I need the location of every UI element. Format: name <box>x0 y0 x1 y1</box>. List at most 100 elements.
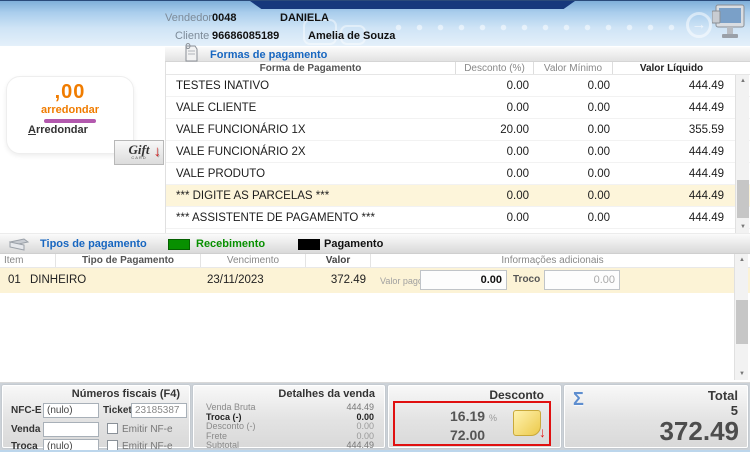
col-tipo-pagamento: Tipo de Pagamento <box>55 254 200 267</box>
col-forma-de-pagamento[interactable]: Forma de Pagamento <box>259 62 362 74</box>
table-row-selected[interactable]: *** DIGITE AS PARCELAS *** 0.00 0.00 444… <box>166 185 750 207</box>
cliente-name: Amelia de Souza <box>308 30 396 42</box>
recebimento-color-swatch <box>168 239 190 250</box>
ticket-input[interactable] <box>131 403 187 418</box>
formas-pagamento-table: Forma de Pagamento Desconto (%) Valor Mí… <box>165 62 750 233</box>
payment-method-discount: 0.00 <box>506 79 529 92</box>
scrollbar[interactable]: ▲ ▼ <box>734 254 748 380</box>
table-row[interactable]: VALE FUNCIONÁRIO 2X 0.00 0.00 444.49 <box>166 141 750 163</box>
forward-arrow-glyph: → <box>691 16 707 33</box>
arredondar-logo-amount: ,00 <box>54 81 86 103</box>
payment-method-min: 0.00 <box>587 101 610 114</box>
desconto-highlight-box: 16.19 % 72.00 ↓ <box>393 401 551 446</box>
venda-label: Venda <box>11 424 41 435</box>
troca-input[interactable] <box>43 439 99 450</box>
arredondar-tagline <box>44 119 96 123</box>
payment-method-discount: 0.00 <box>506 145 529 158</box>
desconto-title: Desconto <box>489 388 544 402</box>
payment-method-discount: 0.00 <box>506 167 529 180</box>
bottom-bar: Números fiscais (F4) NFC-E Ticket Venda … <box>0 383 750 451</box>
payment-type: DINHEIRO <box>30 274 87 286</box>
troco-input[interactable] <box>544 270 620 290</box>
formas-table-header: Forma de Pagamento Desconto (%) Valor Mí… <box>166 62 750 75</box>
payment-method-net: 444.49 <box>688 167 724 180</box>
scroll-thumb[interactable] <box>736 300 748 344</box>
legend-tipos-pagamento[interactable]: Tipos de pagamento <box>40 238 147 250</box>
venda-input[interactable] <box>43 422 99 437</box>
numeros-fiscais-title: Números fiscais (F4) <box>71 388 180 400</box>
nfce-input[interactable] <box>43 403 99 418</box>
payment-method-min: 0.00 <box>587 79 610 92</box>
vendedor-code: 0048 <box>212 12 237 24</box>
table-row[interactable]: *** ASSISTENTE DE PAGAMENTO *** 0.00 0.0… <box>166 207 750 229</box>
forward-arrow-icon[interactable]: → <box>686 12 712 38</box>
cliente-code: 96686085189 <box>212 30 280 42</box>
payment-method-discount: 20.00 <box>500 123 529 136</box>
watermark-square <box>340 25 366 45</box>
payment-row-dinheiro[interactable]: 01 DINHEIRO 23/11/2023 372.49 Valor pago… <box>0 268 750 293</box>
detail-value: 444.49 <box>346 440 374 451</box>
pagamento-color-swatch <box>298 239 320 250</box>
scroll-up-icon[interactable]: ▲ <box>739 257 745 263</box>
gift-card-arrow-icon: ↓ <box>153 143 162 160</box>
col-valor-liquido[interactable]: Valor Líquido <box>612 62 730 74</box>
payment-method-name: VALE FUNCIONÁRIO 1X <box>176 123 306 136</box>
payment-method-net: 444.49 <box>688 79 724 92</box>
payment-method-min: 0.00 <box>587 211 610 224</box>
table-row[interactable]: VALE CLIENTE 0.00 0.00 444.49 <box>166 97 750 119</box>
scrollbar[interactable]: ▲ ▼ <box>735 75 749 233</box>
table-row[interactable]: VALE FUNCIONÁRIO 1X 20.00 0.00 355.59 <box>166 119 750 141</box>
emitir-nfe-label: Emitir NF-e <box>122 424 173 435</box>
ticket-label: Ticket <box>103 405 132 416</box>
legend-pagamento: Pagamento <box>324 238 384 250</box>
gift-card-label: Gift <box>128 142 150 157</box>
legend-bar: Tipos de pagamento Recebimento Pagamento <box>0 233 750 254</box>
detail-label: Venda Bruta <box>206 402 256 412</box>
col-valor-minimo[interactable]: Valor Mínimo <box>533 62 612 74</box>
scroll-thumb[interactable] <box>737 180 749 218</box>
total-panel: Σ Total 5 372.49 <box>564 385 748 448</box>
payment-method-min: 0.00 <box>587 123 610 136</box>
scroll-up-icon[interactable]: ▲ <box>740 78 746 84</box>
gift-card-button[interactable]: Gift CARD ↓ <box>114 140 164 165</box>
vendedor-name: DANIELA <box>280 12 329 24</box>
troco-label: Troco <box>513 274 541 285</box>
payment-amount: 372.49 <box>330 274 366 286</box>
payment-method-net: 355.59 <box>688 123 724 136</box>
detail-row: Subtotal 444.49 <box>206 440 374 451</box>
payments-table-header: Item Tipo de Pagamento Vencimento Valor … <box>0 254 750 268</box>
table-row[interactable]: VALE PRODUTO 0.00 0.00 444.49 <box>166 163 750 185</box>
gift-card-sublabel: CARD <box>131 155 147 160</box>
detail-label: Frete <box>206 430 228 441</box>
payment-method-net: 444.49 <box>688 101 724 114</box>
payment-item-number: 01 <box>8 274 21 286</box>
receipt-icon <box>183 43 199 68</box>
arredondar-button[interactable]: Arredondar <box>28 124 88 136</box>
numeros-fiscais-panel: Números fiscais (F4) NFC-E Ticket Venda … <box>2 385 190 450</box>
watermark-square <box>303 19 337 45</box>
desconto-percent: 16.19 % <box>450 408 497 424</box>
desconto-panel: Desconto 16.19 % 72.00 ↓ <box>388 385 561 448</box>
col-desconto[interactable]: Desconto (%) <box>455 62 533 74</box>
discount-tag-icon[interactable]: ↓ <box>513 410 546 440</box>
valor-pago-input[interactable] <box>420 270 507 290</box>
detail-row: Frete 0.00 <box>206 430 374 442</box>
payment-method-min: 0.00 <box>587 145 610 158</box>
arredondar-card[interactable]: ,00 arredondar <box>6 76 134 154</box>
payment-method-net: 444.49 <box>688 211 724 224</box>
scroll-down-icon[interactable]: ▼ <box>740 224 746 230</box>
emitir-nfe-label: Emitir NF-e <box>122 441 173 452</box>
payment-method-name: VALE PRODUTO <box>176 167 266 180</box>
arredondar-logo-word: arredondar <box>40 104 100 116</box>
scroll-down-icon[interactable]: ▼ <box>739 371 745 377</box>
detail-label: Troca (-) <box>206 411 242 422</box>
valor-pago-label: Valor pago <box>380 276 423 286</box>
emitir-nfe-checkbox[interactable] <box>107 423 118 434</box>
table-row[interactable]: TESTES INATIVO 0.00 0.00 444.49 <box>166 75 750 97</box>
cliente-label: Cliente <box>175 30 210 42</box>
col-item: Item <box>4 255 24 266</box>
payment-method-discount: 0.00 <box>506 101 529 114</box>
emitir-nfe-checkbox[interactable] <box>107 440 118 450</box>
payments-table: Item Tipo de Pagamento Vencimento Valor … <box>0 254 750 383</box>
